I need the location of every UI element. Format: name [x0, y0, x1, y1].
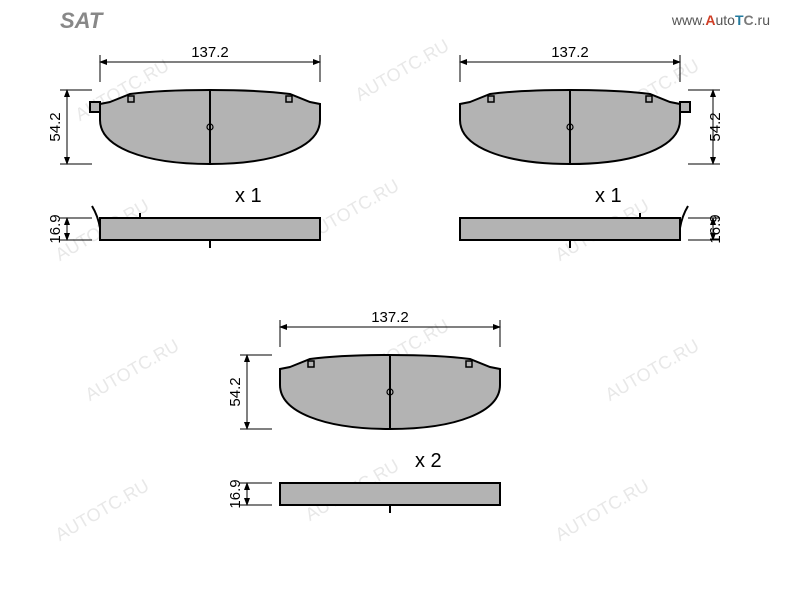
svg-text:137.2: 137.2 [191, 44, 229, 61]
pad-top-right: 137.2 54.2 x 1 16.9 [460, 44, 724, 248]
svg-text:16.9: 16.9 [227, 479, 244, 508]
svg-text:x 1: x 1 [235, 185, 262, 207]
svg-text:54.2: 54.2 [227, 377, 244, 406]
svg-text:54.2: 54.2 [707, 112, 724, 141]
svg-text:x 1: x 1 [595, 185, 622, 207]
svg-text:x 2: x 2 [415, 450, 442, 472]
source-url: www.AutoTC.ru [672, 12, 770, 28]
pad-top-left: 137.2 54.2 x 1 16.9 [47, 44, 320, 248]
svg-text:137.2: 137.2 [551, 44, 589, 61]
svg-text:16.9: 16.9 [47, 214, 64, 243]
technical-drawing: 137.2 54.2 x 1 16.9 137.2 54.2 x 1 [40, 35, 760, 590]
brand-logo: SAT [60, 8, 102, 34]
svg-text:137.2: 137.2 [371, 309, 409, 326]
pad-bottom: 137.2 54.2 x 2 16.9 [227, 309, 500, 513]
svg-text:16.9: 16.9 [707, 214, 724, 243]
svg-text:54.2: 54.2 [47, 112, 64, 141]
